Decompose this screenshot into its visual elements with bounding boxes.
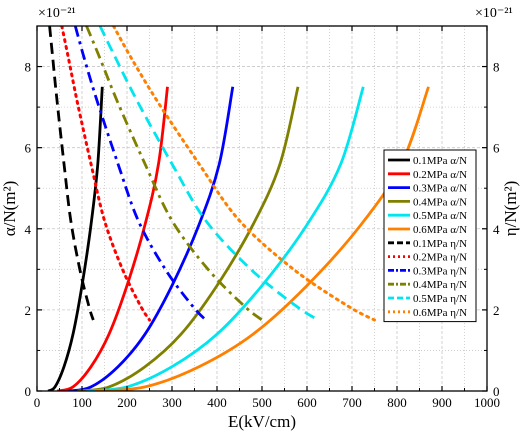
legend-label-5: 0.6MPa α/N — [413, 224, 467, 236]
x-tick-label: 900 — [432, 395, 452, 410]
legend-label-1: 0.2MPa α/N — [413, 169, 467, 181]
legend-label-2: 0.3MPa α/N — [413, 183, 467, 195]
series-line-10 — [98, 26, 320, 322]
series-line-6 — [48, 26, 95, 321]
y-tick-label-right: 0 — [493, 384, 500, 399]
x-tick-label: 100 — [72, 395, 92, 410]
x-tick-label: 700 — [342, 395, 362, 410]
y-tick-label-right: 2 — [493, 303, 500, 318]
legend: 0.1MPa α/N 0.2MPa α/N 0.3MPa α/N0.4MPa α/N… — [383, 149, 477, 323]
y-axis-title-left: α/N(m²) — [0, 181, 19, 237]
series-line-3 — [77, 86, 300, 391]
legend-label-9: 0.4MPa η/N — [413, 279, 467, 291]
x-tick-label: 1000 — [474, 395, 500, 410]
y-tick-label-left: 2 — [25, 303, 32, 318]
y-tick-label-left: 4 — [25, 222, 32, 237]
series-line-0 — [47, 86, 104, 391]
series-line-4 — [86, 86, 365, 391]
y-tick-label-right: 8 — [493, 60, 500, 75]
series-line-7 — [60, 26, 151, 322]
legend-label-6: 0.1MPa η/N — [413, 238, 467, 250]
series-line-1 — [56, 86, 169, 391]
x-tick-label: 600 — [297, 395, 317, 410]
y-multiplier-left: ×10⁻²¹ — [38, 6, 76, 21]
legend-label-7: 0.2MPa η/N — [413, 252, 467, 264]
y-tick-label-left: 8 — [25, 60, 32, 75]
x-tick-label: 800 — [387, 395, 407, 410]
series-layer — [47, 26, 430, 391]
x-tick-label: 300 — [162, 395, 182, 410]
legend-label-0: 0.1MPa α/N — [413, 155, 467, 167]
series-line-8 — [73, 26, 207, 322]
legend-label-11: 0.6MPa η/N — [413, 307, 467, 319]
legend-label-8: 0.3MPa η/N — [413, 265, 467, 277]
y-tick-label-right: 4 — [493, 222, 500, 237]
y-multiplier-right: ×10⁻²¹ — [475, 6, 513, 21]
series-line-11 — [112, 26, 376, 322]
x-tick-label: 500 — [252, 395, 272, 410]
y-tick-label-left: 0 — [25, 384, 32, 399]
x-tick-label: 200 — [117, 395, 137, 410]
series-line-2 — [68, 86, 235, 391]
legend-label-10: 0.5MPa η/N — [413, 293, 467, 305]
y-tick-label-right: 6 — [493, 141, 500, 156]
legend-box — [383, 149, 477, 323]
y-axis-title-right: η/N(m²) — [501, 181, 520, 237]
x-tick-label: 400 — [207, 395, 227, 410]
y-tick-label-left: 6 — [25, 141, 32, 156]
x-axis-title: E(kV/cm) — [228, 412, 296, 431]
legend-label-4: 0.5MPa α/N — [413, 210, 467, 222]
legend-label-3: 0.4MPa α/N — [413, 196, 467, 208]
x-tick-label: 0 — [34, 395, 41, 410]
series-line-9 — [85, 26, 263, 322]
